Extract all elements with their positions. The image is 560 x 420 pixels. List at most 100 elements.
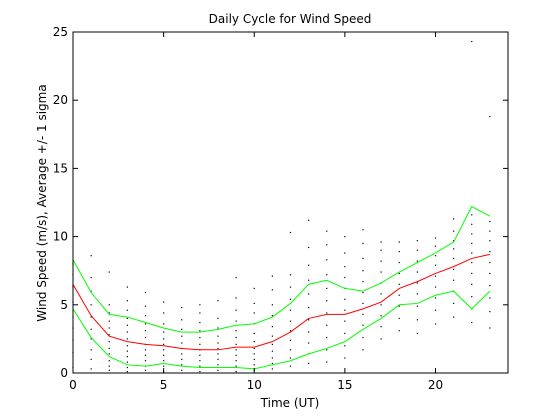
scatter-point	[289, 309, 292, 311]
scatter-point	[434, 245, 437, 247]
scatter-point	[144, 369, 147, 371]
scatter-point	[199, 371, 201, 373]
scatter-point	[471, 283, 473, 285]
scatter-point	[434, 264, 437, 266]
scatter-point	[489, 297, 491, 299]
y-tick-label: 5	[60, 298, 68, 312]
scatter-point	[489, 285, 491, 287]
scatter-point	[235, 297, 237, 299]
scatter-point	[126, 356, 128, 358]
scatter-point	[326, 274, 328, 276]
scatter-point	[271, 275, 273, 277]
scatter-point	[108, 304, 110, 306]
scatter-point	[289, 330, 292, 332]
scatter-point	[235, 371, 237, 373]
scatter-point	[235, 354, 237, 356]
scatter-point	[344, 320, 346, 322]
scatter-point	[235, 320, 237, 322]
scatter-point	[90, 368, 92, 370]
scatter-point	[489, 240, 491, 242]
scatter-point	[90, 276, 92, 279]
scatter-point	[90, 255, 92, 257]
x-tick-label: 0	[69, 378, 77, 392]
scatter-point	[362, 336, 364, 339]
scatter-point	[434, 255, 437, 257]
scatter-point	[199, 365, 201, 367]
scatter-point	[235, 276, 237, 279]
scatter-point	[344, 309, 346, 311]
scatter-point	[453, 248, 455, 250]
scatter-point	[398, 283, 400, 285]
scatter-point	[308, 219, 310, 221]
scatter-point	[108, 334, 110, 336]
scatter-point	[163, 343, 165, 345]
scatter-point	[271, 350, 273, 352]
scatter-point	[126, 371, 128, 373]
y-tick-label: 25	[53, 25, 68, 39]
scatter-point	[181, 342, 183, 344]
scatter-point	[326, 259, 328, 261]
scatter-point	[235, 330, 237, 332]
plot-frame	[72, 31, 509, 374]
scatter-point	[108, 271, 110, 273]
scatter-point	[181, 335, 183, 337]
lower-sigma-line	[72, 290, 491, 370]
scatter-point	[289, 365, 292, 367]
scatter-point	[181, 328, 183, 330]
scatter-point	[144, 323, 147, 325]
scatter-point	[108, 312, 110, 314]
scatter-point	[108, 327, 110, 329]
scatter-point	[434, 286, 437, 288]
scatter-point	[380, 293, 382, 295]
x-tick-label: 15	[337, 378, 352, 392]
scatter-point	[90, 349, 92, 351]
scatter-point	[289, 320, 292, 322]
y-tick-label: 20	[53, 93, 68, 107]
x-axis-label: Time (UT)	[260, 396, 320, 410]
scatter-point	[326, 287, 328, 290]
scatter-point	[163, 349, 165, 351]
scatter-point	[326, 349, 328, 351]
scatter-point	[144, 349, 147, 351]
scatter-point	[398, 272, 400, 275]
scatter-point	[126, 317, 128, 320]
scatter-point	[199, 330, 201, 332]
scatter-point	[108, 320, 110, 322]
scatter-point	[362, 257, 364, 260]
scatter-point	[380, 249, 382, 251]
scatter-point	[199, 304, 201, 306]
plot-area	[73, 32, 508, 373]
scatter-point	[271, 304, 273, 306]
scatter-point	[326, 230, 328, 232]
scatter-point	[217, 358, 219, 360]
scatter-point	[489, 221, 491, 223]
scatter-point	[434, 275, 437, 277]
scatter-point	[308, 279, 310, 281]
scatter-point	[126, 286, 128, 288]
scatter-point	[471, 242, 473, 245]
scatter-point	[489, 251, 491, 253]
scatter-point	[453, 302, 455, 305]
scatter-point	[362, 291, 364, 294]
scatter-point	[144, 315, 147, 317]
scatter-point	[398, 317, 400, 320]
scatter-point	[489, 327, 491, 329]
scatter-point	[126, 366, 128, 369]
scatter-point	[163, 323, 165, 325]
scatter-point	[181, 364, 183, 366]
scatter-point	[271, 335, 273, 337]
scatter-point	[253, 347, 255, 350]
scatter-point	[453, 240, 455, 242]
scatter-point	[235, 336, 237, 339]
y-tick-label: 15	[53, 161, 68, 175]
scatter-point	[126, 331, 128, 333]
scatter-point	[163, 338, 165, 340]
scatter-point	[181, 358, 183, 360]
scatter-point	[344, 357, 346, 359]
scatter-point	[471, 261, 473, 264]
scatter-point	[144, 291, 147, 294]
scatter-point	[471, 272, 473, 275]
scatter-point	[181, 353, 183, 355]
scatter-point	[289, 286, 292, 288]
